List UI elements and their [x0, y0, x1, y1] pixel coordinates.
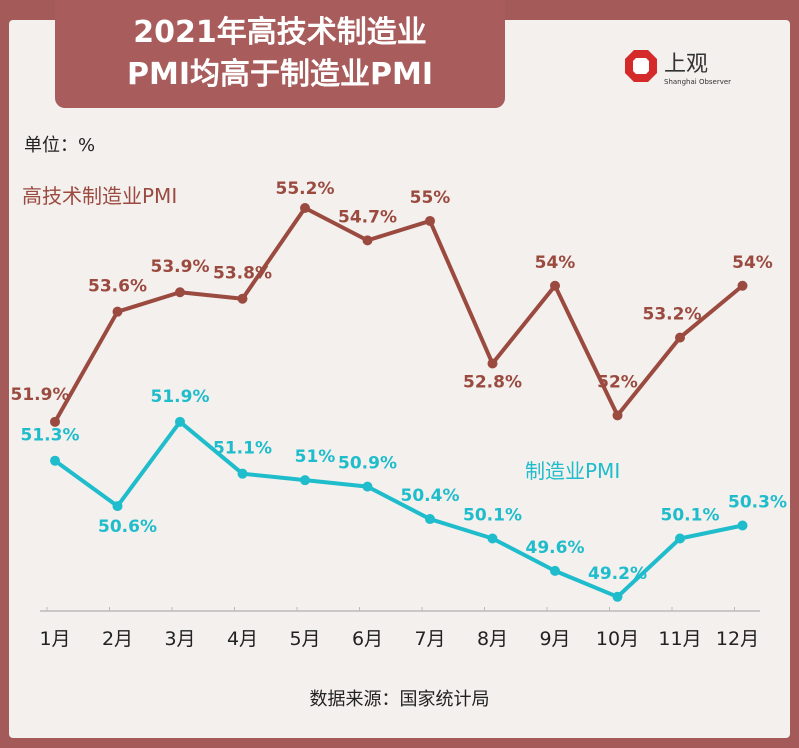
x-tick-label: 9月: [539, 628, 570, 650]
data-label: 54.7%: [338, 207, 397, 227]
title: 2021年高技术制造业 PMI均高于制造业PMI: [55, 0, 505, 108]
panel: [9, 20, 790, 738]
data-label: 53.8%: [213, 264, 272, 284]
title-line-2: PMI均高于制造业PMI: [126, 57, 433, 92]
data-label: 49.2%: [588, 564, 647, 584]
logo-en: Shanghai Observer: [664, 78, 732, 86]
x-tick-label: 7月: [414, 628, 445, 650]
x-tick-label: 4月: [227, 628, 258, 650]
data-point: [675, 533, 685, 544]
data-label: 53.6%: [88, 277, 147, 297]
x-tick-label: 2月: [102, 628, 133, 650]
series-line: [53, 206, 744, 423]
data-point: [737, 520, 748, 531]
x-tick-label: 11月: [658, 628, 701, 650]
data-point: [50, 416, 60, 427]
data-label: 50.9%: [338, 454, 397, 474]
data-label: 51.1%: [213, 439, 272, 459]
data-label: 53.2%: [643, 305, 702, 325]
series-label-high-tech: 高技术制造业PMI: [22, 184, 177, 208]
data-point: [112, 306, 123, 317]
data-point: [550, 565, 560, 576]
x-tick-label: 3月: [164, 628, 195, 650]
data-label: 51.9%: [151, 387, 210, 407]
data-point: [612, 410, 623, 421]
x-tick-label: 1月: [39, 628, 70, 650]
data-label: 50.4%: [401, 486, 460, 506]
logo-icon: [625, 50, 657, 82]
x-tick-label: 10月: [596, 628, 639, 650]
data-point: [362, 481, 373, 492]
data-label: 54%: [535, 253, 576, 273]
data-label: 54%: [732, 253, 773, 273]
data-label: 53.9%: [151, 257, 210, 277]
data-label: 50.3%: [728, 493, 787, 513]
data-point: [737, 280, 748, 291]
data-point: [487, 358, 498, 369]
data-point: [237, 468, 248, 479]
data-label: 51.9%: [11, 385, 70, 405]
data-point: [425, 215, 435, 226]
x-tick-label: 12月: [716, 628, 759, 650]
logo: 上观 Shanghai Observer: [624, 46, 731, 86]
data-label: 50.6%: [98, 517, 157, 537]
series-line: [53, 419, 743, 599]
x-tick-label: 8月: [477, 628, 508, 650]
data-point: [425, 514, 435, 525]
data-point: [362, 235, 373, 246]
data-point: [300, 475, 310, 486]
data-label: 52.8%: [463, 373, 522, 393]
data-point: [612, 591, 623, 602]
title-line-1: 2021年高技术制造业: [133, 15, 427, 50]
logo-cn: 上观: [664, 52, 709, 77]
unit-label: 单位：%: [24, 135, 96, 156]
data-point: [175, 287, 185, 298]
data-label: 51%: [295, 447, 336, 467]
data-point: [112, 501, 123, 512]
data-point: [675, 332, 685, 343]
data-label: 55%: [410, 188, 451, 208]
data-point: [175, 416, 185, 427]
data-point: [300, 203, 310, 213]
series-label-manufacturing: 制造业PMI: [525, 459, 620, 483]
data-point: [487, 533, 498, 544]
data-point: [50, 455, 60, 466]
source: 数据来源：国家统计局: [309, 689, 490, 710]
data-label: 49.6%: [526, 538, 585, 558]
data-label: 50.1%: [463, 505, 522, 525]
data-label: 55.2%: [276, 179, 335, 199]
x-tick-label: 6月: [352, 628, 383, 650]
x-tick-label: 5月: [289, 628, 320, 650]
data-point: [550, 280, 560, 291]
data-label: 51.3%: [21, 426, 80, 446]
data-label: 52%: [597, 372, 638, 392]
data-point: [237, 293, 248, 304]
data-label: 50.1%: [661, 505, 720, 525]
